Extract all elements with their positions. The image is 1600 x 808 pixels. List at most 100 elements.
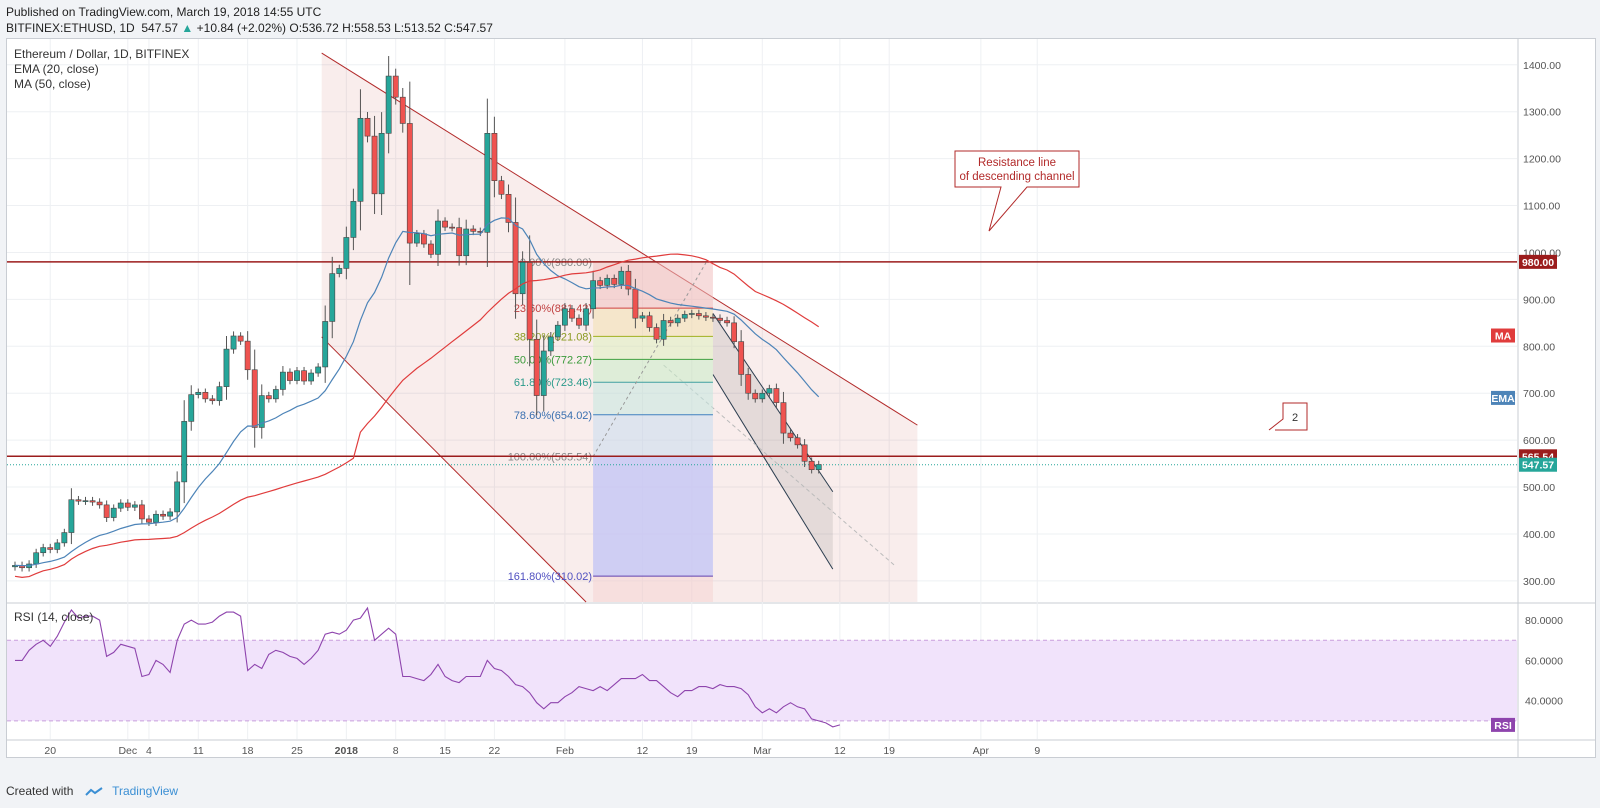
- fib-zone: [593, 359, 713, 383]
- candle-body: [61, 532, 68, 544]
- candle-body: [350, 201, 357, 238]
- candle-body: [230, 335, 237, 350]
- candle-body: [110, 507, 117, 518]
- candle-body: [420, 233, 427, 245]
- rsi-tick-label: 60.0000: [1525, 655, 1563, 667]
- price-axis-tag: [1491, 328, 1515, 343]
- published-line: Published on TradingView.com, March 19, …: [6, 5, 322, 19]
- candle-body: [265, 395, 272, 400]
- fib-level-label: 50.00%(772.27): [514, 354, 592, 366]
- time-tick-label: Apr: [973, 745, 990, 757]
- fib-zone: [593, 261, 713, 309]
- candle-body: [82, 500, 89, 502]
- candle-body: [808, 460, 815, 470]
- candle-body: [547, 336, 554, 352]
- last-price: 547.57: [141, 21, 179, 35]
- price-tick-label: 600.00: [1523, 435, 1555, 447]
- candle-body: [801, 444, 808, 462]
- price-axis-tag-label: MA: [1495, 331, 1512, 343]
- candle-body: [484, 133, 491, 233]
- candle-body: [146, 518, 152, 523]
- candle-body: [209, 398, 216, 402]
- price-tick-label: 1000.00: [1523, 247, 1561, 259]
- time-tick-label: 18: [242, 745, 254, 757]
- candle-body: [40, 547, 47, 554]
- small-channel-lower: [712, 374, 834, 570]
- candle-body: [498, 180, 505, 195]
- candle-body: [33, 552, 40, 565]
- candle-body: [632, 288, 639, 319]
- price-tick-label: 300.00: [1523, 576, 1555, 588]
- candle-body: [428, 243, 434, 255]
- price-tick-label: 400.00: [1523, 529, 1555, 541]
- time-tick-label: Dec: [118, 745, 137, 757]
- candle-body: [329, 273, 336, 322]
- legend-ema[interactable]: EMA (20, close): [14, 62, 99, 76]
- time-tick-label: 12: [834, 745, 846, 757]
- candle-body: [533, 338, 540, 396]
- candle-body: [653, 327, 660, 340]
- candle-body: [54, 542, 61, 550]
- candle-body: [738, 341, 745, 375]
- candle-body: [477, 231, 484, 233]
- candle-body: [618, 270, 625, 285]
- candle-body: [639, 315, 646, 319]
- ma-line: [14, 253, 820, 579]
- candle-body: [815, 464, 822, 470]
- candle-body: [526, 262, 533, 340]
- candle-body: [590, 280, 596, 310]
- candle-body: [357, 117, 364, 202]
- candle-body: [392, 75, 399, 98]
- annotation-marker-label: 2: [1292, 412, 1298, 424]
- created-with-label: Created with: [6, 784, 74, 798]
- candle-body: [336, 268, 343, 274]
- time-tick-label: 20: [44, 745, 56, 757]
- candle-body: [688, 313, 695, 315]
- price-tick-label: 1300.00: [1523, 107, 1561, 119]
- legend-rsi[interactable]: RSI (14, close): [14, 610, 94, 624]
- candle-body: [258, 395, 265, 428]
- candle-body: [364, 117, 371, 137]
- time-tick-label: 22: [489, 745, 501, 757]
- time-tick-label: 8: [393, 745, 399, 757]
- candle-body: [287, 371, 293, 381]
- fib-level-label: 100.00%(565.54): [508, 451, 592, 463]
- candle-body: [512, 222, 519, 295]
- candle-body: [470, 228, 477, 232]
- time-tick-label: 25: [291, 745, 303, 757]
- candle-body: [569, 308, 575, 319]
- candle-body: [519, 262, 526, 295]
- price-change: +10.84 (+2.02%): [196, 21, 287, 35]
- annotation-text-line: of descending channel: [959, 171, 1074, 183]
- candle-body: [752, 392, 759, 400]
- candle-body: [322, 321, 329, 368]
- candle-body: [491, 133, 498, 181]
- candle-body: [96, 501, 103, 506]
- price-tick-label: 1200.00: [1523, 154, 1561, 166]
- candle-body: [181, 421, 188, 483]
- price-axis-tag-label: 547.57: [1522, 460, 1554, 472]
- chart-area[interactable]: 300.00 400.00 500.00 600.00 700.00 800.00 900.…: [6, 38, 1596, 758]
- fib-level-label: 61.80%(723.46): [514, 377, 592, 389]
- time-tick-label: 9: [1034, 745, 1040, 757]
- candle-body: [301, 370, 307, 382]
- candle-body: [561, 308, 568, 326]
- tradingview-logo-icon: [85, 787, 103, 796]
- candle-body: [449, 226, 455, 229]
- legend-ma[interactable]: MA (50, close): [14, 77, 91, 91]
- fib-level-label: 0.00%(980.00): [520, 257, 592, 269]
- tradingview-link[interactable]: TradingView: [112, 784, 179, 798]
- price-axis-tag: [1491, 390, 1515, 405]
- annotation-text-line: Resistance line: [978, 157, 1056, 169]
- time-tick-label: 2018: [335, 745, 359, 757]
- fib-zone: [593, 414, 713, 457]
- candle-body: [413, 233, 420, 244]
- time-tick-label: 19: [686, 745, 698, 757]
- chart-canvas[interactable]: 300.00 400.00 500.00 600.00 700.00 800.00 900.…: [7, 39, 1595, 757]
- candle-body: [794, 437, 801, 446]
- candle-body: [160, 513, 166, 517]
- price-tick-label: 500.00: [1523, 482, 1555, 494]
- ema-line: [14, 217, 820, 567]
- candle-body: [554, 324, 561, 338]
- rsi-axis-tag: [1491, 717, 1515, 732]
